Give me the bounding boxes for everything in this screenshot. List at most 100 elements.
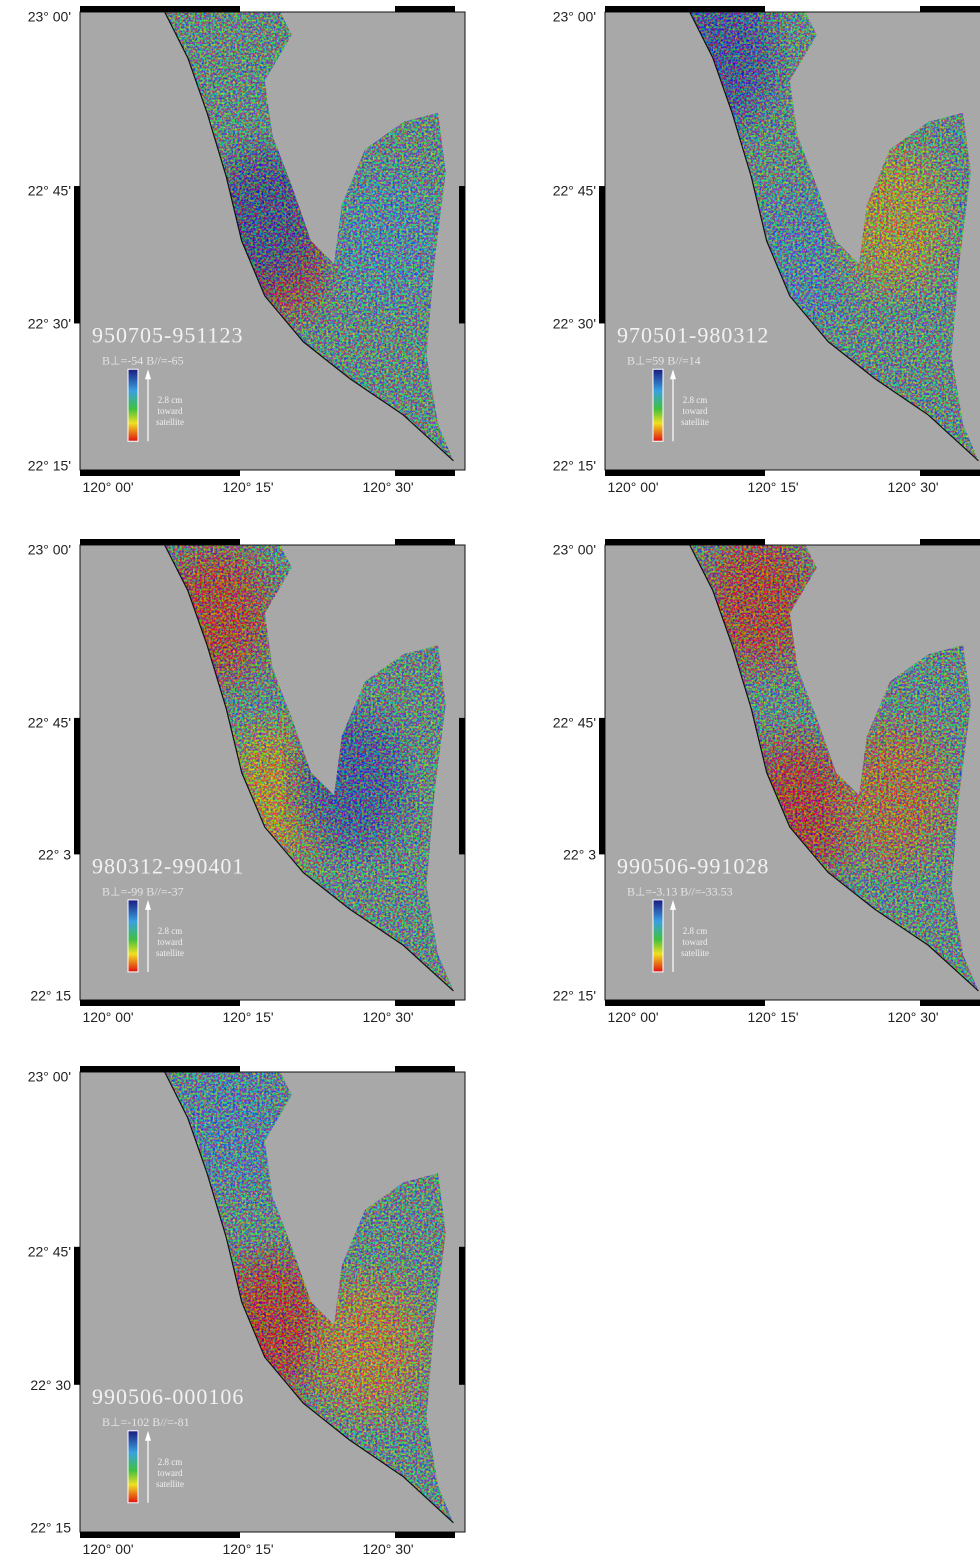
frame-bar <box>80 6 240 12</box>
pair-title: 950705-951123 <box>92 323 244 348</box>
y-tick-label: 22° 45' <box>553 714 596 730</box>
frame-bar <box>605 6 765 12</box>
legend-text: 2.8 cm <box>158 926 183 936</box>
y-tick-label: 22° 30' <box>28 315 71 331</box>
y-tick-label: 22° 15' <box>553 987 596 1003</box>
frame-bar <box>920 539 980 545</box>
frame-bar <box>605 539 765 545</box>
y-tick-label: 22° 45' <box>553 183 596 199</box>
legend-text: satellite <box>156 1479 184 1489</box>
frame-bar <box>80 539 240 545</box>
x-tick-label: 120° 15' <box>222 1009 273 1025</box>
frame-bar <box>920 6 980 12</box>
y-tick-label: 22° 15' <box>553 457 596 473</box>
frame-bar <box>459 1247 465 1385</box>
frame-bar <box>80 1532 240 1538</box>
x-tick-label: 120° 30' <box>362 1009 413 1025</box>
legend-text: satellite <box>156 417 184 427</box>
map-panel: 23° 00' 22° 45' 22° 30 22° 15 120° 00' 120° 1… <box>28 1057 465 1557</box>
x-tick-label: 120° 30' <box>887 479 938 495</box>
pair-title: 970501-980312 <box>617 323 769 348</box>
y-tick-label: 22° 15 <box>30 987 71 1003</box>
y-tick-label: 23° 00' <box>28 1069 71 1085</box>
x-tick-label: 120° 00' <box>82 479 133 495</box>
map-panel: 23° 00' 22° 45' 22° 3 22° 15' 120° 00' 120° 1… <box>553 530 980 1025</box>
y-tick-label: 23° 00' <box>553 542 596 558</box>
x-tick-label: 120° 00' <box>607 479 658 495</box>
page: {"panels": [ {"title": "950705-951123", … <box>0 0 980 1562</box>
y-tick-label: 22° 15' <box>28 457 71 473</box>
legend-text: 2.8 cm <box>683 926 708 936</box>
x-tick-label: 120° 30' <box>887 1009 938 1025</box>
y-tick-label: 22° 45' <box>28 183 71 199</box>
x-tick-label: 120° 00' <box>82 1009 133 1025</box>
frame-bar <box>605 470 765 476</box>
x-tick-label: 120° 30' <box>362 479 413 495</box>
frame-bar <box>74 718 80 855</box>
x-tick-label: 120° 00' <box>82 1541 133 1557</box>
legend-text: 2.8 cm <box>683 395 708 405</box>
x-tick-label: 120° 00' <box>607 1009 658 1025</box>
x-tick-label: 120° 15' <box>747 479 798 495</box>
y-tick-label: 22° 45' <box>28 714 71 730</box>
frame-bar <box>599 718 605 855</box>
map-panel: 23° 00' 22° 45' 22° 3 22° 15 120° 00' 120° 15… <box>28 539 465 1025</box>
frame-bar <box>920 1000 980 1006</box>
x-tick-label: 120° 30' <box>362 1541 413 1557</box>
baseline-text: B⊥=59 B//=14 <box>627 354 701 368</box>
color-bar <box>653 369 663 441</box>
x-tick-label: 120° 15' <box>222 1541 273 1557</box>
frame-bar <box>395 539 455 545</box>
legend-text: toward <box>683 406 708 416</box>
frame-bar <box>80 1000 240 1006</box>
baseline-text: B⊥=-99 B//=-37 <box>102 885 184 899</box>
legend-text: 2.8 cm <box>158 1457 183 1467</box>
frame-bar <box>459 718 465 855</box>
frame-bar <box>74 186 80 323</box>
map-panel: 23° 00' 22° 45' 22° 30' 22° 15' 120° 00' 120°… <box>553 0 980 495</box>
y-tick-label: 22° 30 <box>30 1377 71 1393</box>
frame-bar <box>395 470 455 476</box>
legend-text: toward <box>158 937 183 947</box>
color-bar <box>128 369 138 441</box>
color-bar <box>128 1431 138 1503</box>
x-tick-label: 120° 15' <box>747 1009 798 1025</box>
baseline-text: B⊥=-3.13 B//=-33.53 <box>627 885 733 899</box>
frame-bar <box>80 470 240 476</box>
y-tick-label: 22° 3 <box>38 846 71 862</box>
legend-text: 2.8 cm <box>158 395 183 405</box>
frame-bar <box>395 6 455 12</box>
y-tick-label: 23° 00' <box>28 542 71 558</box>
map-panel: 23° 00' 22° 45' 22° 30' 22° 15' 120° 00' 120°… <box>28 6 465 495</box>
x-tick-label: 120° 15' <box>222 479 273 495</box>
legend-text: toward <box>158 406 183 416</box>
frame-bar <box>920 470 980 476</box>
frame-bar <box>395 1066 455 1072</box>
y-tick-label: 22° 3 <box>563 846 596 862</box>
baseline-text: B⊥=-54 B//=-65 <box>102 354 184 368</box>
legend-text: toward <box>683 937 708 947</box>
frame-bar <box>605 1000 765 1006</box>
frame-bar <box>395 1532 455 1538</box>
pair-title: 980312-990401 <box>92 854 244 879</box>
baseline-text: B⊥=-102 B//=-81 <box>102 1415 190 1429</box>
frame-bar <box>80 1066 240 1072</box>
legend-text: toward <box>158 1468 183 1478</box>
frame-bar <box>74 1247 80 1385</box>
legend-text: satellite <box>156 948 184 958</box>
y-tick-label: 23° 00' <box>28 9 71 25</box>
frame-bar <box>459 186 465 323</box>
frame-bar <box>599 186 605 323</box>
figure: 23° 00' 22° 45' 22° 30' 22° 15' 120° 00' 120°… <box>0 0 980 1562</box>
pair-title: 990506-000106 <box>92 1384 244 1409</box>
y-tick-label: 22° 15 <box>30 1519 71 1535</box>
y-tick-label: 22° 30' <box>553 315 596 331</box>
y-tick-label: 22° 45' <box>28 1243 71 1259</box>
legend-text: satellite <box>681 948 709 958</box>
frame-bar <box>395 1000 455 1006</box>
color-bar <box>653 900 663 972</box>
pair-title: 990506-991028 <box>617 854 769 879</box>
color-bar <box>128 900 138 972</box>
legend-text: satellite <box>681 417 709 427</box>
y-tick-label: 23° 00' <box>553 9 596 25</box>
